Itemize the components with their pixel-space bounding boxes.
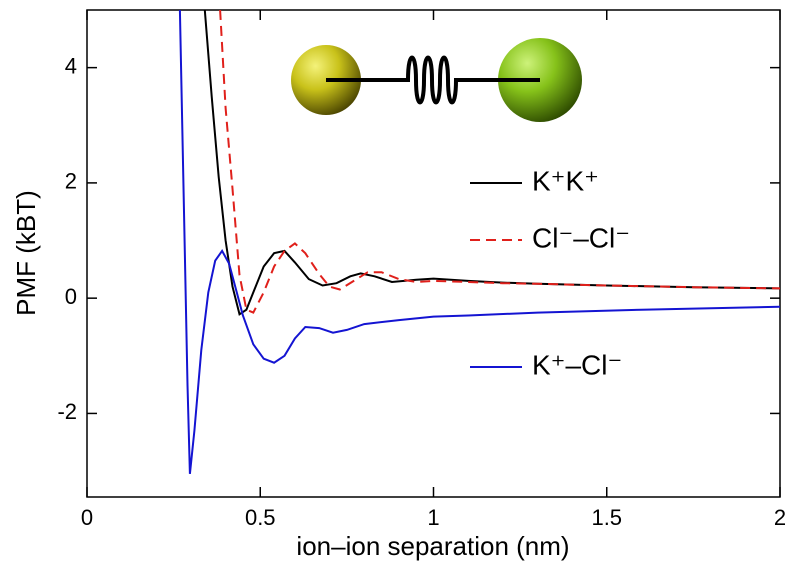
legend-text: K⁺K⁺	[532, 165, 599, 196]
y-tick-label: 0	[65, 284, 77, 309]
y-tick-label: 4	[65, 53, 77, 78]
x-tick-label: 0	[81, 505, 93, 530]
y-tick-label: -2	[57, 399, 77, 424]
x-tick-label: 1	[427, 505, 439, 530]
x-axis-label: ion–ion separation (nm)	[296, 531, 569, 561]
legend-text: K⁺–Cl⁻	[532, 349, 622, 380]
y-tick-label: 2	[65, 169, 77, 194]
x-tick-label: 1.5	[591, 505, 622, 530]
line-series	[219, 10, 780, 314]
plot-area	[178, 10, 780, 475]
x-tick-label: 2	[774, 505, 786, 530]
y-axis-label: PMF (kBT)	[11, 190, 41, 316]
legend-text: Cl⁻–Cl⁻	[532, 222, 630, 253]
line-series	[203, 10, 780, 316]
line-series	[178, 10, 780, 475]
illustration	[291, 38, 582, 122]
x-tick-label: 0.5	[245, 505, 276, 530]
